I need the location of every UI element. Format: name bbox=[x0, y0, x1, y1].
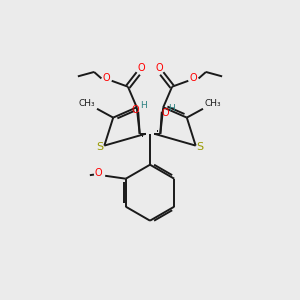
Text: O: O bbox=[161, 108, 169, 118]
Text: O: O bbox=[190, 74, 197, 83]
Text: O: O bbox=[103, 74, 110, 83]
Text: H: H bbox=[140, 101, 147, 110]
Text: CH₃: CH₃ bbox=[78, 99, 95, 108]
Text: O: O bbox=[131, 105, 139, 115]
Text: H: H bbox=[168, 104, 175, 113]
Text: CH₃: CH₃ bbox=[205, 99, 222, 108]
Text: S: S bbox=[196, 142, 204, 152]
Text: O: O bbox=[155, 63, 163, 73]
Text: O: O bbox=[95, 168, 103, 178]
Text: S: S bbox=[96, 142, 103, 152]
Text: O: O bbox=[137, 63, 145, 73]
